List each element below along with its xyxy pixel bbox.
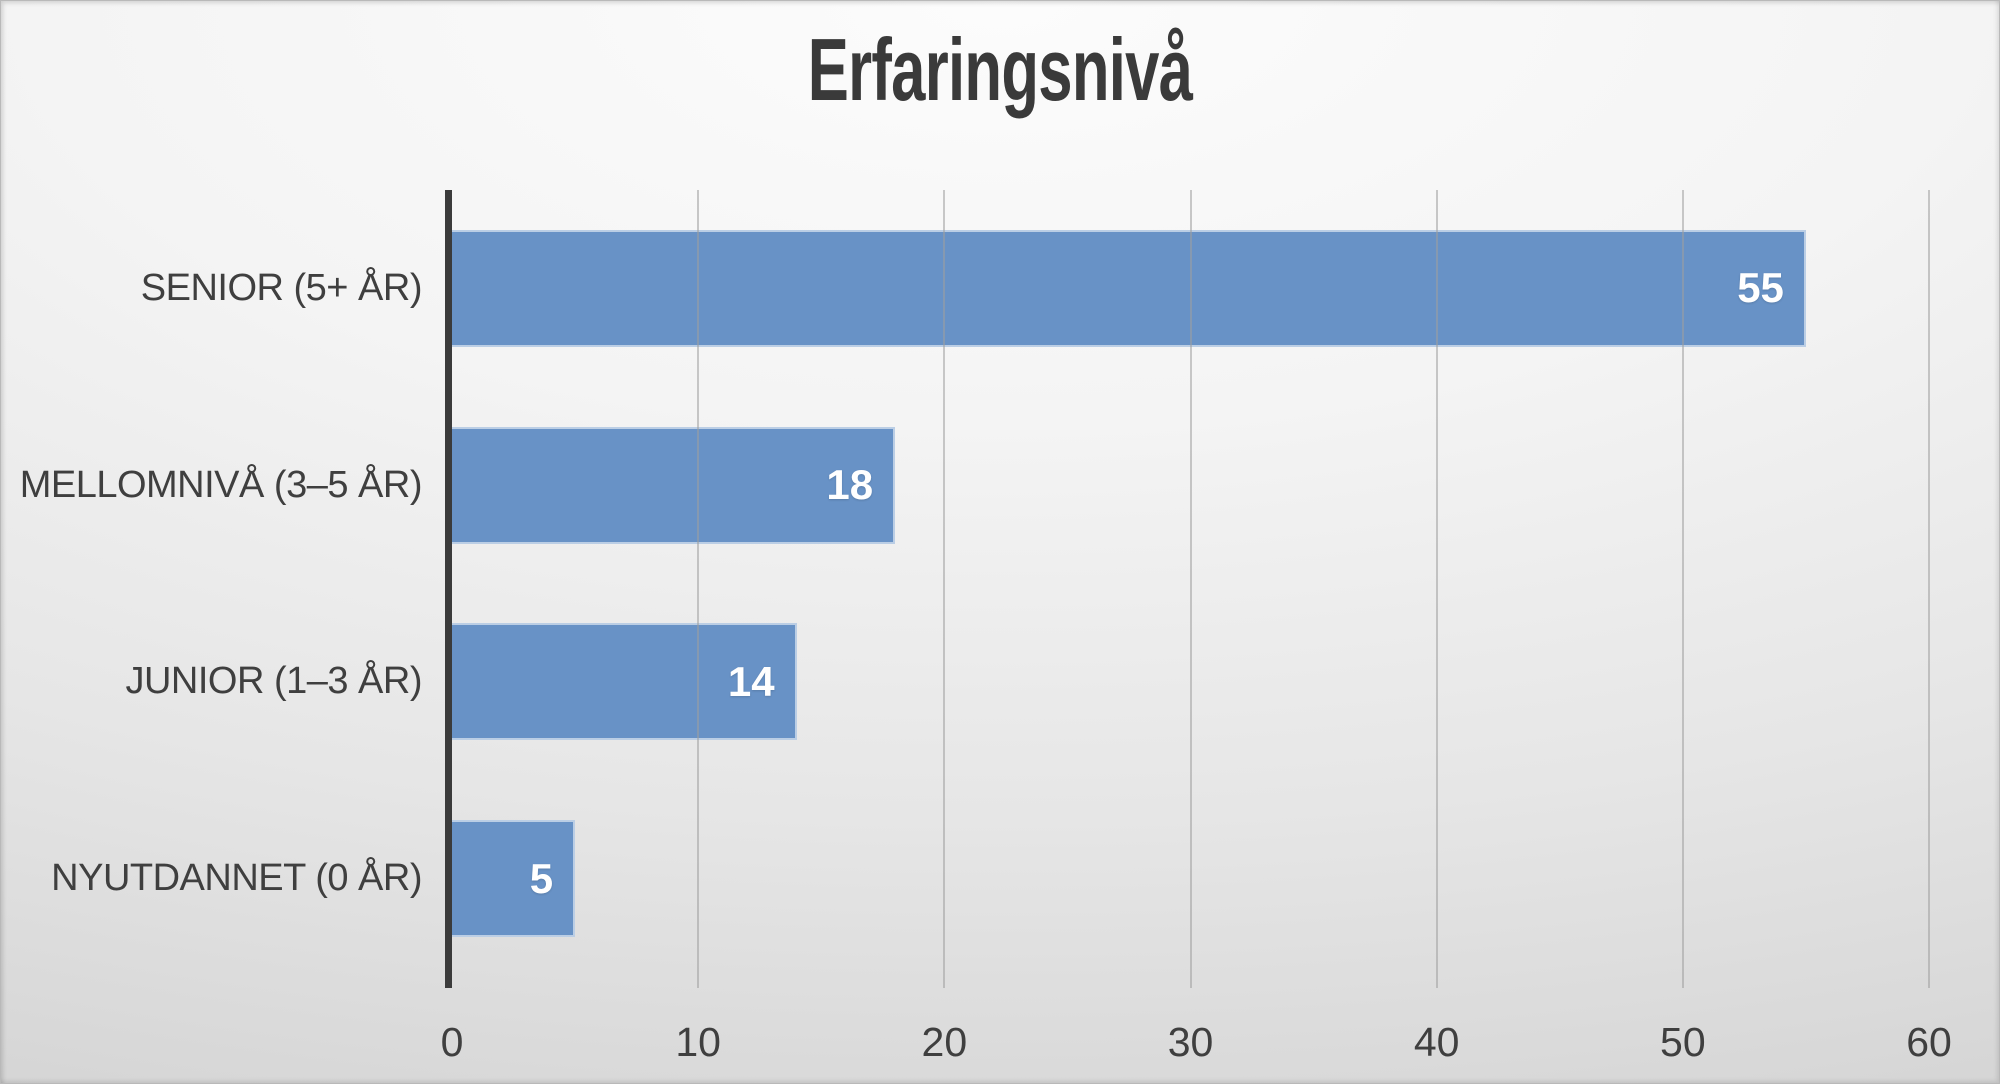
gridline-x-30 <box>1189 190 1192 988</box>
gridline-x-10 <box>697 190 700 988</box>
bar-0: 55 <box>452 229 1806 347</box>
category-label-2: JUNIOR (1–3 ÅR) <box>125 660 422 703</box>
category-label-3: NYUTDANNET (0 ÅR) <box>51 857 422 900</box>
value-label-2: 14 <box>727 657 775 705</box>
gridline-x-60 <box>1928 190 1930 988</box>
gridline-x-40 <box>1435 190 1438 988</box>
x-tick-label-60: 60 <box>1906 1019 1952 1065</box>
value-label-0: 55 <box>1737 264 1784 312</box>
x-tick-label-20: 20 <box>921 1019 968 1065</box>
x-tick-label-0: 0 <box>440 1019 464 1065</box>
category-label-1: MELLOMNIVÅ (3–5 ÅR) <box>19 463 423 506</box>
x-tick-label-50: 50 <box>1660 1019 1706 1065</box>
value-label-3: 5 <box>529 854 554 902</box>
x-tick-label-40: 40 <box>1413 1019 1460 1065</box>
bar-1: 18 <box>452 426 896 544</box>
bar-3: 5 <box>452 820 576 938</box>
value-label-1: 18 <box>826 461 874 509</box>
category-label-0: SENIOR (5+ ÅR) <box>140 266 423 309</box>
chart-title: Erfaringsnivå <box>807 20 1193 119</box>
bar-2: 14 <box>452 623 797 741</box>
gridline-x-20 <box>943 190 946 988</box>
x-tick-label-30: 30 <box>1167 1019 1214 1065</box>
gridline-x-50 <box>1681 190 1684 988</box>
y-axis-line <box>445 190 452 988</box>
x-tick-label-10: 10 <box>675 1019 721 1065</box>
